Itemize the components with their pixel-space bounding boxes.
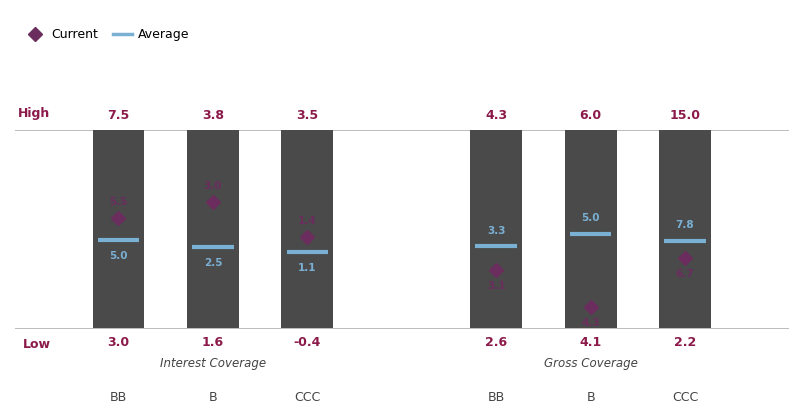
Text: 3.5: 3.5 [296, 109, 318, 122]
Legend: Current, Average: Current, Average [21, 23, 194, 46]
Text: 2.2: 2.2 [674, 336, 696, 349]
Text: 6.7: 6.7 [676, 269, 694, 279]
Bar [565, 130, 617, 328]
Text: 1.1: 1.1 [298, 263, 317, 273]
Text: 3.8: 3.8 [202, 109, 224, 122]
Text: 3.0: 3.0 [204, 181, 222, 191]
Text: 7.8: 7.8 [676, 220, 694, 230]
Text: 3.3: 3.3 [487, 225, 506, 235]
Text: 5.0: 5.0 [582, 213, 600, 223]
Bar [187, 130, 239, 328]
Text: 15.0: 15.0 [670, 109, 701, 122]
Bar [93, 130, 145, 328]
Bar [282, 130, 334, 328]
Text: 5.0: 5.0 [110, 251, 128, 261]
Text: 4.3: 4.3 [485, 109, 507, 122]
Text: 2.5: 2.5 [204, 258, 222, 268]
Text: 2.6: 2.6 [485, 336, 507, 349]
Text: 3.0: 3.0 [107, 336, 130, 349]
Text: 6.0: 6.0 [579, 109, 602, 122]
Text: 1.6: 1.6 [202, 336, 224, 349]
Text: 1.4: 1.4 [298, 216, 317, 226]
Text: 7.5: 7.5 [107, 109, 130, 122]
Bar [470, 130, 522, 328]
Text: 3.1: 3.1 [487, 281, 506, 290]
Text: 4.3: 4.3 [582, 318, 600, 328]
Bar [659, 130, 711, 328]
Text: 5.5: 5.5 [110, 197, 128, 207]
Text: Low: Low [22, 338, 50, 351]
Text: 4.1: 4.1 [579, 336, 602, 349]
Text: Interest Coverage: Interest Coverage [160, 357, 266, 371]
Text: -0.4: -0.4 [294, 336, 321, 349]
Text: High: High [18, 107, 50, 120]
Text: Gross Coverage: Gross Coverage [544, 357, 638, 371]
